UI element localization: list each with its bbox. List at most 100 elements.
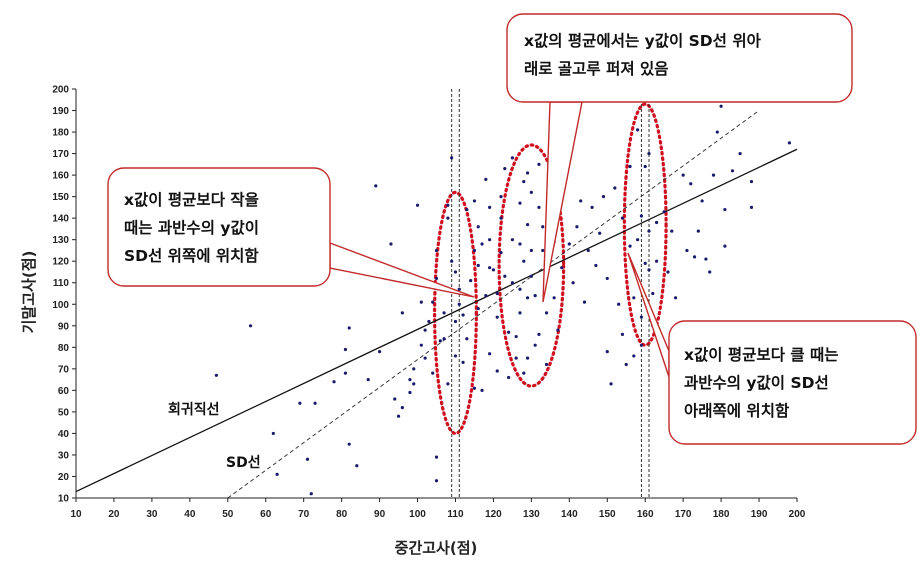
data-point	[415, 203, 420, 207]
axes: 10 20 30 40 50 60 70 80 90 100 110 120 130 140 150 160 1…	[52, 85, 805, 521]
data-point	[647, 268, 651, 272]
data-point	[605, 350, 609, 354]
callout-below-mean-text: SD선 위쪽에 위치함	[124, 247, 259, 265]
data-point	[544, 311, 549, 315]
x-tick-label: 140	[561, 509, 578, 520]
highlight-ellipse	[433, 190, 478, 436]
y-tick-label: 30	[58, 450, 70, 461]
data-point	[681, 173, 685, 177]
y-tick-label: 10	[58, 494, 70, 505]
data-point	[476, 306, 480, 311]
data-point	[271, 431, 275, 436]
data-points	[214, 104, 792, 496]
data-point	[556, 328, 560, 332]
data-point	[738, 151, 742, 156]
highlight-ellipse	[497, 143, 566, 388]
data-point	[628, 244, 632, 248]
data-point	[313, 401, 317, 405]
y-tick-label: 160	[52, 171, 69, 182]
data-point	[647, 151, 651, 156]
data-point	[510, 238, 514, 242]
data-point	[537, 332, 541, 336]
data-point	[472, 199, 477, 203]
data-point	[632, 296, 636, 300]
data-point	[434, 479, 439, 483]
data-point	[442, 311, 446, 315]
y-tick-label: 60	[58, 386, 70, 397]
data-point	[427, 319, 431, 324]
data-point	[730, 169, 735, 173]
data-point	[488, 238, 492, 242]
data-point	[544, 362, 549, 367]
data-point	[461, 360, 465, 364]
x-tick-label: 180	[713, 509, 730, 520]
data-point	[571, 281, 575, 285]
data-point	[446, 203, 450, 207]
y-tick-label: 20	[58, 472, 70, 483]
data-point	[396, 414, 401, 418]
x-tick-label: 120	[485, 509, 502, 520]
data-point	[522, 259, 526, 263]
data-point	[419, 300, 423, 304]
data-point	[514, 356, 518, 360]
data-point	[343, 347, 348, 352]
data-point	[450, 156, 454, 160]
data-point	[408, 378, 412, 382]
x-tick-label: 160	[637, 509, 654, 520]
y-tick-label: 90	[58, 321, 70, 332]
data-point	[541, 225, 545, 229]
x-tick-label: 10	[70, 509, 82, 520]
y-tick-label: 110	[53, 278, 70, 289]
data-point	[499, 251, 503, 255]
data-point	[598, 231, 602, 235]
data-point	[529, 274, 533, 278]
data-point	[537, 162, 541, 166]
y-tick-label: 130	[52, 235, 69, 246]
y-tick-label: 120	[52, 257, 69, 268]
highlight-ellipses	[433, 102, 668, 436]
y-tick-label: 150	[52, 192, 69, 203]
data-point	[525, 356, 530, 360]
data-point	[423, 328, 427, 332]
data-point	[400, 405, 404, 410]
data-point	[347, 442, 351, 446]
data-point	[476, 225, 480, 229]
data-point	[533, 294, 537, 298]
data-point	[453, 270, 458, 274]
data-point	[692, 255, 697, 259]
callout-mean-box	[506, 13, 853, 103]
data-point	[673, 296, 678, 300]
sd-line-label: SD선	[226, 455, 261, 471]
data-point	[503, 167, 507, 171]
data-point	[488, 266, 492, 270]
data-point	[423, 356, 427, 360]
data-point	[442, 337, 446, 341]
data-point	[632, 354, 636, 358]
data-point	[453, 319, 458, 324]
y-tick-label: 40	[58, 429, 70, 440]
y-tick-label: 100	[52, 300, 69, 311]
x-tick-label: 150	[599, 509, 616, 520]
callout-above-mean-pointer	[627, 252, 670, 378]
data-point	[374, 184, 378, 188]
y-tick-label: 140	[52, 214, 69, 225]
data-point	[412, 382, 416, 386]
data-point	[579, 199, 583, 203]
data-point	[453, 354, 458, 358]
x-tick-label: 60	[260, 509, 272, 520]
data-point	[537, 205, 541, 209]
data-point	[412, 367, 416, 371]
data-point	[480, 388, 484, 392]
data-point	[620, 332, 625, 336]
data-point	[434, 276, 439, 281]
x-tick-label: 170	[675, 509, 692, 520]
data-point	[708, 270, 712, 274]
sd-line	[227, 110, 760, 499]
data-point	[389, 242, 393, 246]
data-point	[643, 261, 647, 265]
callout-mean-text: x값의 평균에서는 y값이 SD선 위아	[524, 31, 762, 50]
data-point	[647, 229, 651, 233]
callout-below-mean-text: x값이 평균보다 작을	[124, 190, 259, 209]
data-point	[704, 257, 708, 261]
